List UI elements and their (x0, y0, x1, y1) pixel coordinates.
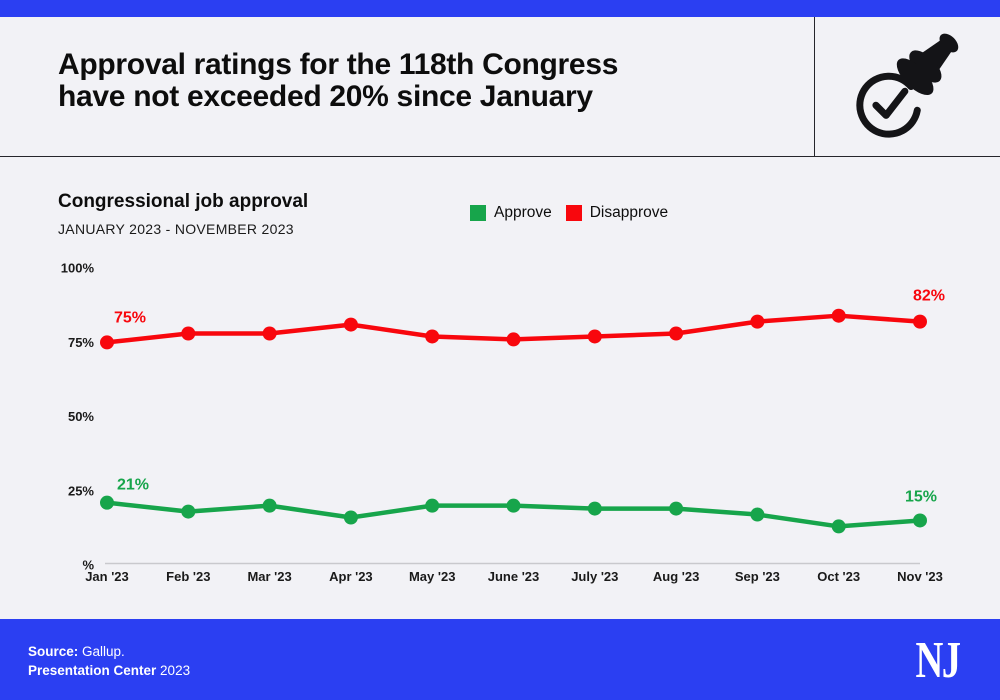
data-point-approve (750, 507, 765, 522)
data-point-disapprove (425, 329, 440, 344)
credit-value: 2023 (156, 662, 191, 678)
source-credit: Source: Gallup. Presentation Center 2023 (28, 643, 190, 680)
point-value-label: 75% (114, 309, 146, 326)
x-axis-label: June '23 (488, 569, 540, 584)
data-point-disapprove (506, 332, 521, 347)
data-point-disapprove (831, 308, 846, 323)
x-axis-label: Nov '23 (897, 569, 943, 584)
y-axis-tick: 25% (68, 483, 94, 498)
data-point-disapprove (913, 314, 927, 329)
data-point-disapprove (750, 314, 765, 329)
data-point-disapprove (343, 317, 358, 332)
approval-stamp-icon (856, 33, 959, 138)
x-axis-label: May '23 (409, 569, 455, 584)
y-axis-tick: 50% (68, 409, 94, 424)
data-point-disapprove (181, 326, 196, 341)
x-axis-label: Apr '23 (329, 569, 373, 584)
x-axis-label: July '23 (571, 569, 618, 584)
data-point-approve (100, 495, 114, 510)
data-point-approve (913, 513, 927, 528)
chart-legend: Approve Disapprove (470, 204, 668, 222)
x-axis-label: Aug '23 (653, 569, 699, 584)
legend-item-disapprove: Disapprove (565, 204, 669, 222)
data-point-approve (262, 498, 277, 513)
x-axis-label: Mar '23 (247, 569, 291, 584)
data-point-disapprove (669, 326, 684, 341)
data-point-approve (506, 498, 521, 513)
data-point-disapprove (100, 335, 114, 350)
source-label: Source: (28, 644, 79, 659)
data-point-approve (425, 498, 440, 513)
data-point-approve (669, 501, 684, 516)
x-axis-label: Sep '23 (735, 569, 780, 584)
page-title-line1: Approval ratings for the 118th Congress (58, 48, 619, 81)
x-axis-label: Feb '23 (166, 569, 210, 584)
source-value: Gallup. (78, 644, 125, 659)
point-value-label: 82% (913, 288, 945, 305)
x-axis-label: Jan '23 (85, 569, 129, 584)
page-title: Approval ratings for the 118th Congress … (58, 49, 618, 112)
y-axis-tick: 100% (61, 261, 95, 276)
data-point-approve (587, 501, 602, 516)
data-point-approve (343, 510, 358, 525)
data-point-approve (831, 519, 846, 534)
credit-line: Presentation Center 2023 (28, 662, 190, 681)
point-value-label: 21% (117, 477, 149, 494)
data-point-approve (181, 504, 196, 519)
credit-label: Presentation Center (28, 662, 157, 678)
legend-label-approve: Approve (494, 204, 552, 221)
footer: Source: Gallup. Presentation Center 2023… (0, 619, 1000, 700)
chart-title: Congressional job approval (58, 191, 309, 212)
disapprove-swatch-icon (565, 205, 582, 221)
approve-swatch-icon (470, 205, 486, 221)
header-vertical-divider (814, 17, 815, 156)
y-axis-tick: 75% (68, 335, 94, 350)
point-value-label: 15% (905, 488, 937, 505)
header-horizontal-divider (0, 156, 1000, 157)
legend-label-disapprove: Disapprove (589, 204, 669, 221)
data-point-disapprove (262, 326, 277, 341)
chart-subtitle: JANUARY 2023 - NOVEMBER 2023 (58, 221, 294, 237)
data-point-disapprove (587, 329, 602, 344)
source-line: Source: Gallup. (28, 643, 190, 662)
x-axis-label: Oct '23 (817, 569, 860, 584)
nj-logo: NJ (915, 632, 962, 689)
top-accent-bar (0, 0, 1000, 17)
legend-item-approve: Approve (470, 204, 552, 222)
line-chart: 100% 75% 50% 25%%Jan '23 Feb '23 Mar '23 Apr '… (61, 261, 945, 584)
page-title-line2: have not exceeded 20% since January (58, 79, 593, 113)
y-axis-tick: % (82, 558, 94, 573)
